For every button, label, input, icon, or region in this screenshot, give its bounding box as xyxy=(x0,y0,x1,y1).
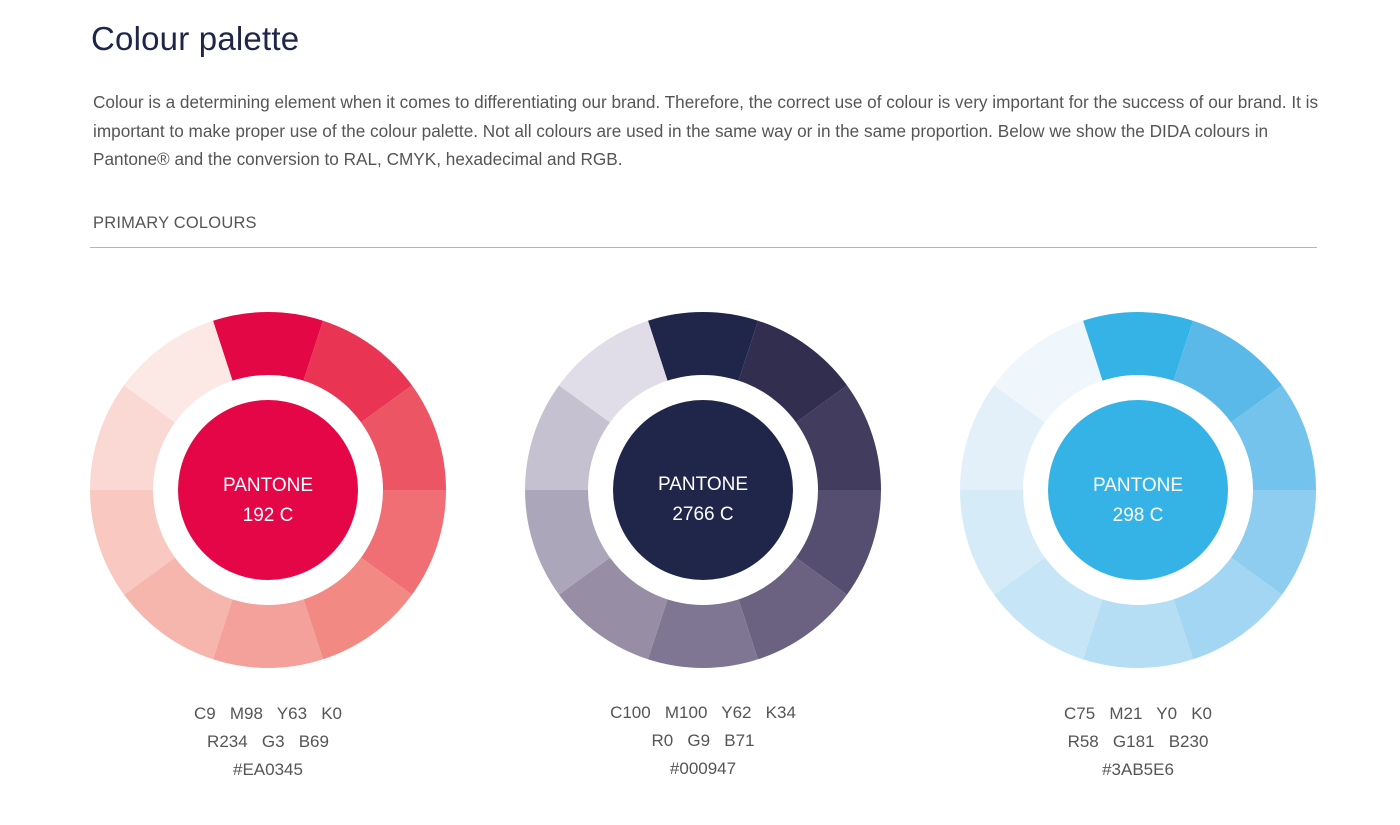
wheel-segment xyxy=(960,490,1048,595)
wheel-segment xyxy=(123,555,234,660)
cmyk-values: C100 M100 Y62 K34 xyxy=(610,703,796,722)
intro-paragraph: Colour is a determining element when it … xyxy=(93,92,1319,169)
wheel-segment xyxy=(358,385,446,490)
colour-wheel: PANTONE 2766 C xyxy=(525,312,881,668)
wheel-segment xyxy=(123,320,234,425)
rgb-values: R234 G3 B69 xyxy=(207,732,329,751)
cmyk-values: C9 M98 Y63 K0 xyxy=(193,704,343,723)
wheel-segment xyxy=(737,555,848,660)
wheel-segment xyxy=(993,320,1104,425)
wheel-segment xyxy=(90,385,178,490)
wheel-segment xyxy=(1082,596,1194,668)
wheel-segment xyxy=(525,385,613,490)
wheel-segment xyxy=(212,312,324,384)
colour-center-circle xyxy=(178,400,358,580)
wheel-segment xyxy=(525,490,613,595)
colour-center-circle xyxy=(1048,400,1228,580)
wheel-segment xyxy=(737,320,848,425)
pantone-label: PANTONE xyxy=(1093,475,1183,496)
section-heading-primary-colours: PRIMARY COLOURS xyxy=(93,214,257,232)
colour-center-circle xyxy=(613,400,793,580)
cmyk-values: C75 M21 Y0 K0 xyxy=(1063,704,1213,723)
wheel-segment xyxy=(212,596,324,668)
colour-wheel: PANTONE 298 C xyxy=(960,312,1316,668)
pantone-code: 192 C xyxy=(243,505,294,526)
wheel-segment xyxy=(302,320,413,425)
wheel-segment xyxy=(647,596,759,668)
hex-value: #000947 xyxy=(669,759,737,778)
wheel-segment xyxy=(960,385,1048,490)
wheel-segment xyxy=(90,490,178,595)
section-divider xyxy=(90,247,1317,248)
colour-wheel: PANTONE 192 C xyxy=(90,312,446,668)
wheel-segment xyxy=(558,320,669,425)
pantone-code: 2766 C xyxy=(672,504,733,525)
pantone-label: PANTONE xyxy=(658,474,748,495)
rgb-values: R0 G9 B71 xyxy=(651,731,755,750)
colour-codes: C100 M100 Y62 K34 R0 G9 B71 #000947 xyxy=(513,699,893,783)
wheel-segment xyxy=(358,490,446,595)
wheel-segment xyxy=(1228,385,1316,490)
wheel-segment xyxy=(1228,490,1316,595)
wheel-segment xyxy=(793,490,881,595)
hex-value: #EA0345 xyxy=(233,760,303,779)
wheel-segment xyxy=(793,385,881,490)
pantone-label: PANTONE xyxy=(223,475,313,496)
hex-value: #3AB5E6 xyxy=(1102,760,1174,779)
wheel-segment xyxy=(1172,555,1283,660)
wheel-segment xyxy=(993,555,1104,660)
wheel-segment xyxy=(1172,320,1283,425)
pantone-code: 298 C xyxy=(1113,505,1164,526)
wheel-segment xyxy=(1082,312,1194,384)
rgb-values: R58 G181 B230 xyxy=(1067,732,1209,751)
page-title: Colour palette xyxy=(91,20,300,57)
wheel-segment xyxy=(302,555,413,660)
wheel-segment xyxy=(558,555,669,660)
wheel-segment xyxy=(647,312,759,384)
colour-codes: C75 M21 Y0 K0 R58 G181 B230 #3AB5E6 xyxy=(948,700,1328,784)
colour-codes: C9 M98 Y63 K0 R234 G3 B69 #EA0345 xyxy=(78,700,458,784)
